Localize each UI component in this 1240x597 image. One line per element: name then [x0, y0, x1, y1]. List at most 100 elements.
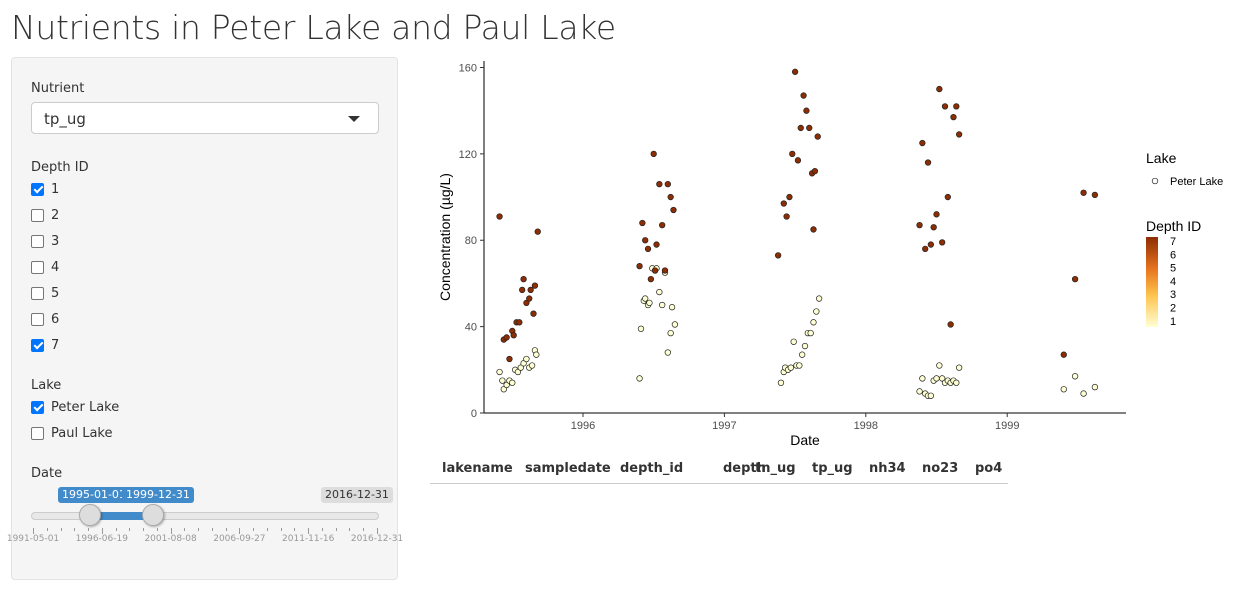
checkbox-box[interactable] [31, 208, 44, 222]
data-point [503, 334, 510, 341]
data-point [786, 193, 793, 201]
checkbox-box[interactable] [31, 260, 44, 274]
checkbox-box[interactable] [31, 312, 44, 326]
slider-tick [363, 528, 365, 531]
slider-tick [211, 528, 213, 531]
data-point [919, 139, 926, 147]
depth-checkbox-7[interactable]: 7 [31, 337, 59, 353]
data-point [530, 310, 537, 317]
depth-checkbox-1[interactable]: 1 [31, 181, 59, 197]
column-header-depth[interactable]: depth [723, 461, 766, 476]
data-point [664, 180, 671, 188]
data-point [640, 297, 647, 304]
data-point [811, 167, 819, 175]
data-point [668, 304, 676, 311]
checkbox-box[interactable] [31, 400, 44, 414]
slider-tick-label: 2011-11-16 [282, 534, 335, 544]
lake-checkbox-peter-lake[interactable]: Peter Lake [31, 399, 119, 415]
data-point [520, 360, 527, 367]
data-point [659, 221, 666, 229]
data-point [947, 379, 954, 386]
y-axis-title: Concentration (µg/L) [437, 173, 453, 301]
data-point [806, 124, 813, 132]
slider-tick [253, 528, 255, 531]
depth-checkbox-6[interactable]: 6 [31, 311, 59, 327]
data-point [919, 375, 926, 382]
data-point [653, 241, 660, 248]
slider-tick [74, 528, 76, 531]
checkbox-box[interactable] [31, 338, 44, 352]
data-point [808, 170, 816, 177]
depth-checkbox-3[interactable]: 3 [31, 233, 59, 249]
data-point [953, 103, 960, 110]
data-point [947, 321, 954, 328]
slider-tick [88, 528, 90, 531]
legend-colorbar [1146, 237, 1158, 327]
depth-id-label: Depth ID [31, 160, 89, 175]
date-slider-track[interactable] [31, 512, 379, 520]
column-header-no23[interactable]: no23 [922, 461, 959, 476]
data-point [636, 263, 643, 270]
column-header-sampledate[interactable]: sampledate [525, 461, 611, 476]
column-header-po4[interactable]: po4 [975, 461, 1003, 476]
legend-colorbar-label: 6 [1170, 249, 1176, 261]
date-slider-range[interactable] [90, 512, 153, 520]
data-point [667, 193, 674, 201]
data-point [661, 269, 669, 276]
data-point [647, 275, 655, 283]
checkbox-box[interactable] [31, 286, 44, 300]
checkbox-box[interactable] [31, 234, 44, 248]
data-point [496, 368, 503, 376]
data-point [924, 392, 932, 399]
data-point [651, 267, 659, 274]
nutrient-select[interactable]: tp_ug [31, 102, 379, 134]
x-tick-label: 1998 [854, 420, 878, 432]
slider-tick [115, 528, 117, 531]
data-point [780, 200, 787, 207]
data-point [930, 224, 937, 231]
data-point [800, 92, 807, 99]
data-point [950, 377, 957, 384]
date-slider-handle-to[interactable] [142, 504, 164, 526]
data-point [650, 150, 657, 158]
data-point [514, 368, 522, 376]
lake-checkbox-paul-lake[interactable]: Paul Lake [31, 425, 112, 441]
checkbox-label: 4 [51, 259, 60, 275]
legend-colorbar-label: 5 [1170, 263, 1176, 275]
data-point [801, 342, 809, 350]
data-point [656, 180, 663, 188]
data-point [670, 206, 677, 214]
column-header-depth_id[interactable]: depth_id [620, 461, 684, 476]
y-tick-label: 160 [459, 62, 477, 74]
data-point [939, 239, 946, 246]
depth-checkbox-2[interactable]: 2 [31, 207, 59, 223]
legend-colorbar-label: 2 [1170, 303, 1176, 315]
data-point [797, 124, 804, 132]
column-header-lakename[interactable]: lakename [442, 461, 513, 476]
checkbox-box[interactable] [31, 182, 44, 196]
depth-checkbox-4[interactable]: 4 [31, 259, 59, 275]
checkbox-label: 1 [51, 181, 60, 197]
slider-tick [60, 528, 62, 531]
legend-label-peter-lake: Peter Lake [1170, 176, 1223, 188]
column-header-nh34[interactable]: nh34 [869, 461, 906, 476]
checkbox-box[interactable] [31, 426, 44, 440]
chevron-down-icon[interactable] [348, 116, 360, 122]
legend-title-depth-id: Depth ID [1146, 218, 1201, 234]
data-point [784, 366, 792, 373]
slider-tick [308, 528, 310, 534]
data-point [936, 85, 943, 93]
depth-checkbox-5[interactable]: 5 [31, 285, 59, 301]
legend-colorbar-label: 3 [1170, 289, 1176, 301]
data-point [511, 366, 519, 373]
checkbox-label: 6 [51, 311, 60, 327]
data-point [789, 150, 796, 158]
data-point [944, 377, 951, 384]
column-header-tn_ug[interactable]: tn_ug [755, 461, 796, 476]
slider-tick [280, 528, 282, 531]
data-point [796, 362, 803, 369]
data-point [774, 252, 782, 259]
column-header-tp_ug[interactable]: tp_ug [812, 461, 853, 476]
date-from-bubble: 1995-01-01 [58, 487, 130, 503]
date-slider-handle-from[interactable] [79, 504, 101, 526]
